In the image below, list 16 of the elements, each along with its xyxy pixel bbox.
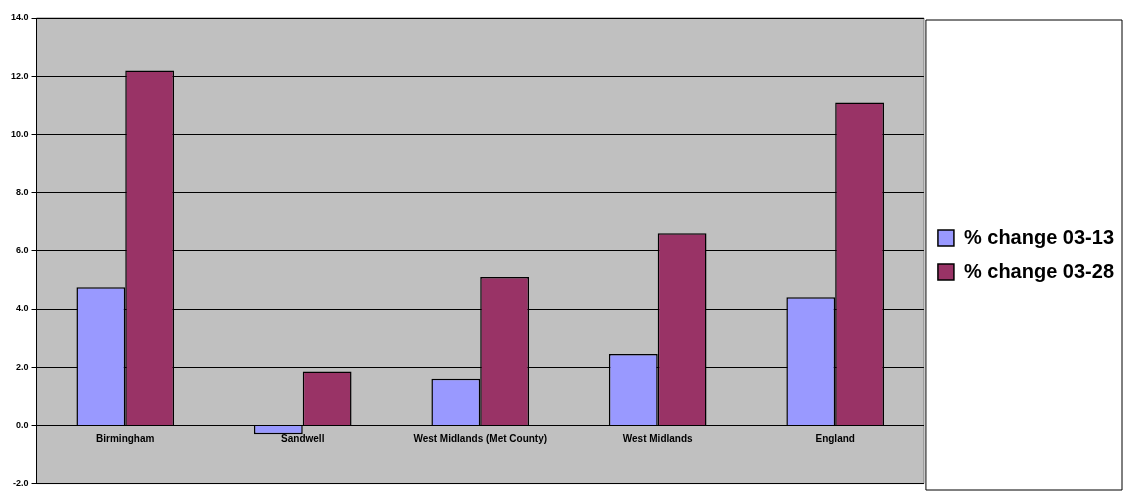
y-tick-label: -2.0 <box>13 478 29 489</box>
y-tick-label: 6.0 <box>16 245 29 256</box>
legend-label: % change 03-28 <box>963 259 1115 282</box>
y-tick-label: 12.0 <box>10 70 29 81</box>
y-tick-label: 4.0 <box>16 303 29 314</box>
y-tick-label: 8.0 <box>16 187 29 198</box>
legend-label: % change 03-13 <box>963 225 1115 248</box>
y-tick-label: 14.0 <box>10 12 29 23</box>
x-tick-label: Sandwell <box>281 433 325 445</box>
x-tick-label: Birmingham <box>96 433 155 445</box>
y-tick-label: 10.0 <box>10 128 29 139</box>
x-tick-label: West Midlands (Met County) <box>413 433 548 445</box>
x-tick-label: West Midlands <box>622 433 694 445</box>
x-tick-label: England <box>815 433 855 445</box>
y-tick-label: 2.0 <box>16 361 29 372</box>
y-tick-label: 0.0 <box>16 419 29 430</box>
